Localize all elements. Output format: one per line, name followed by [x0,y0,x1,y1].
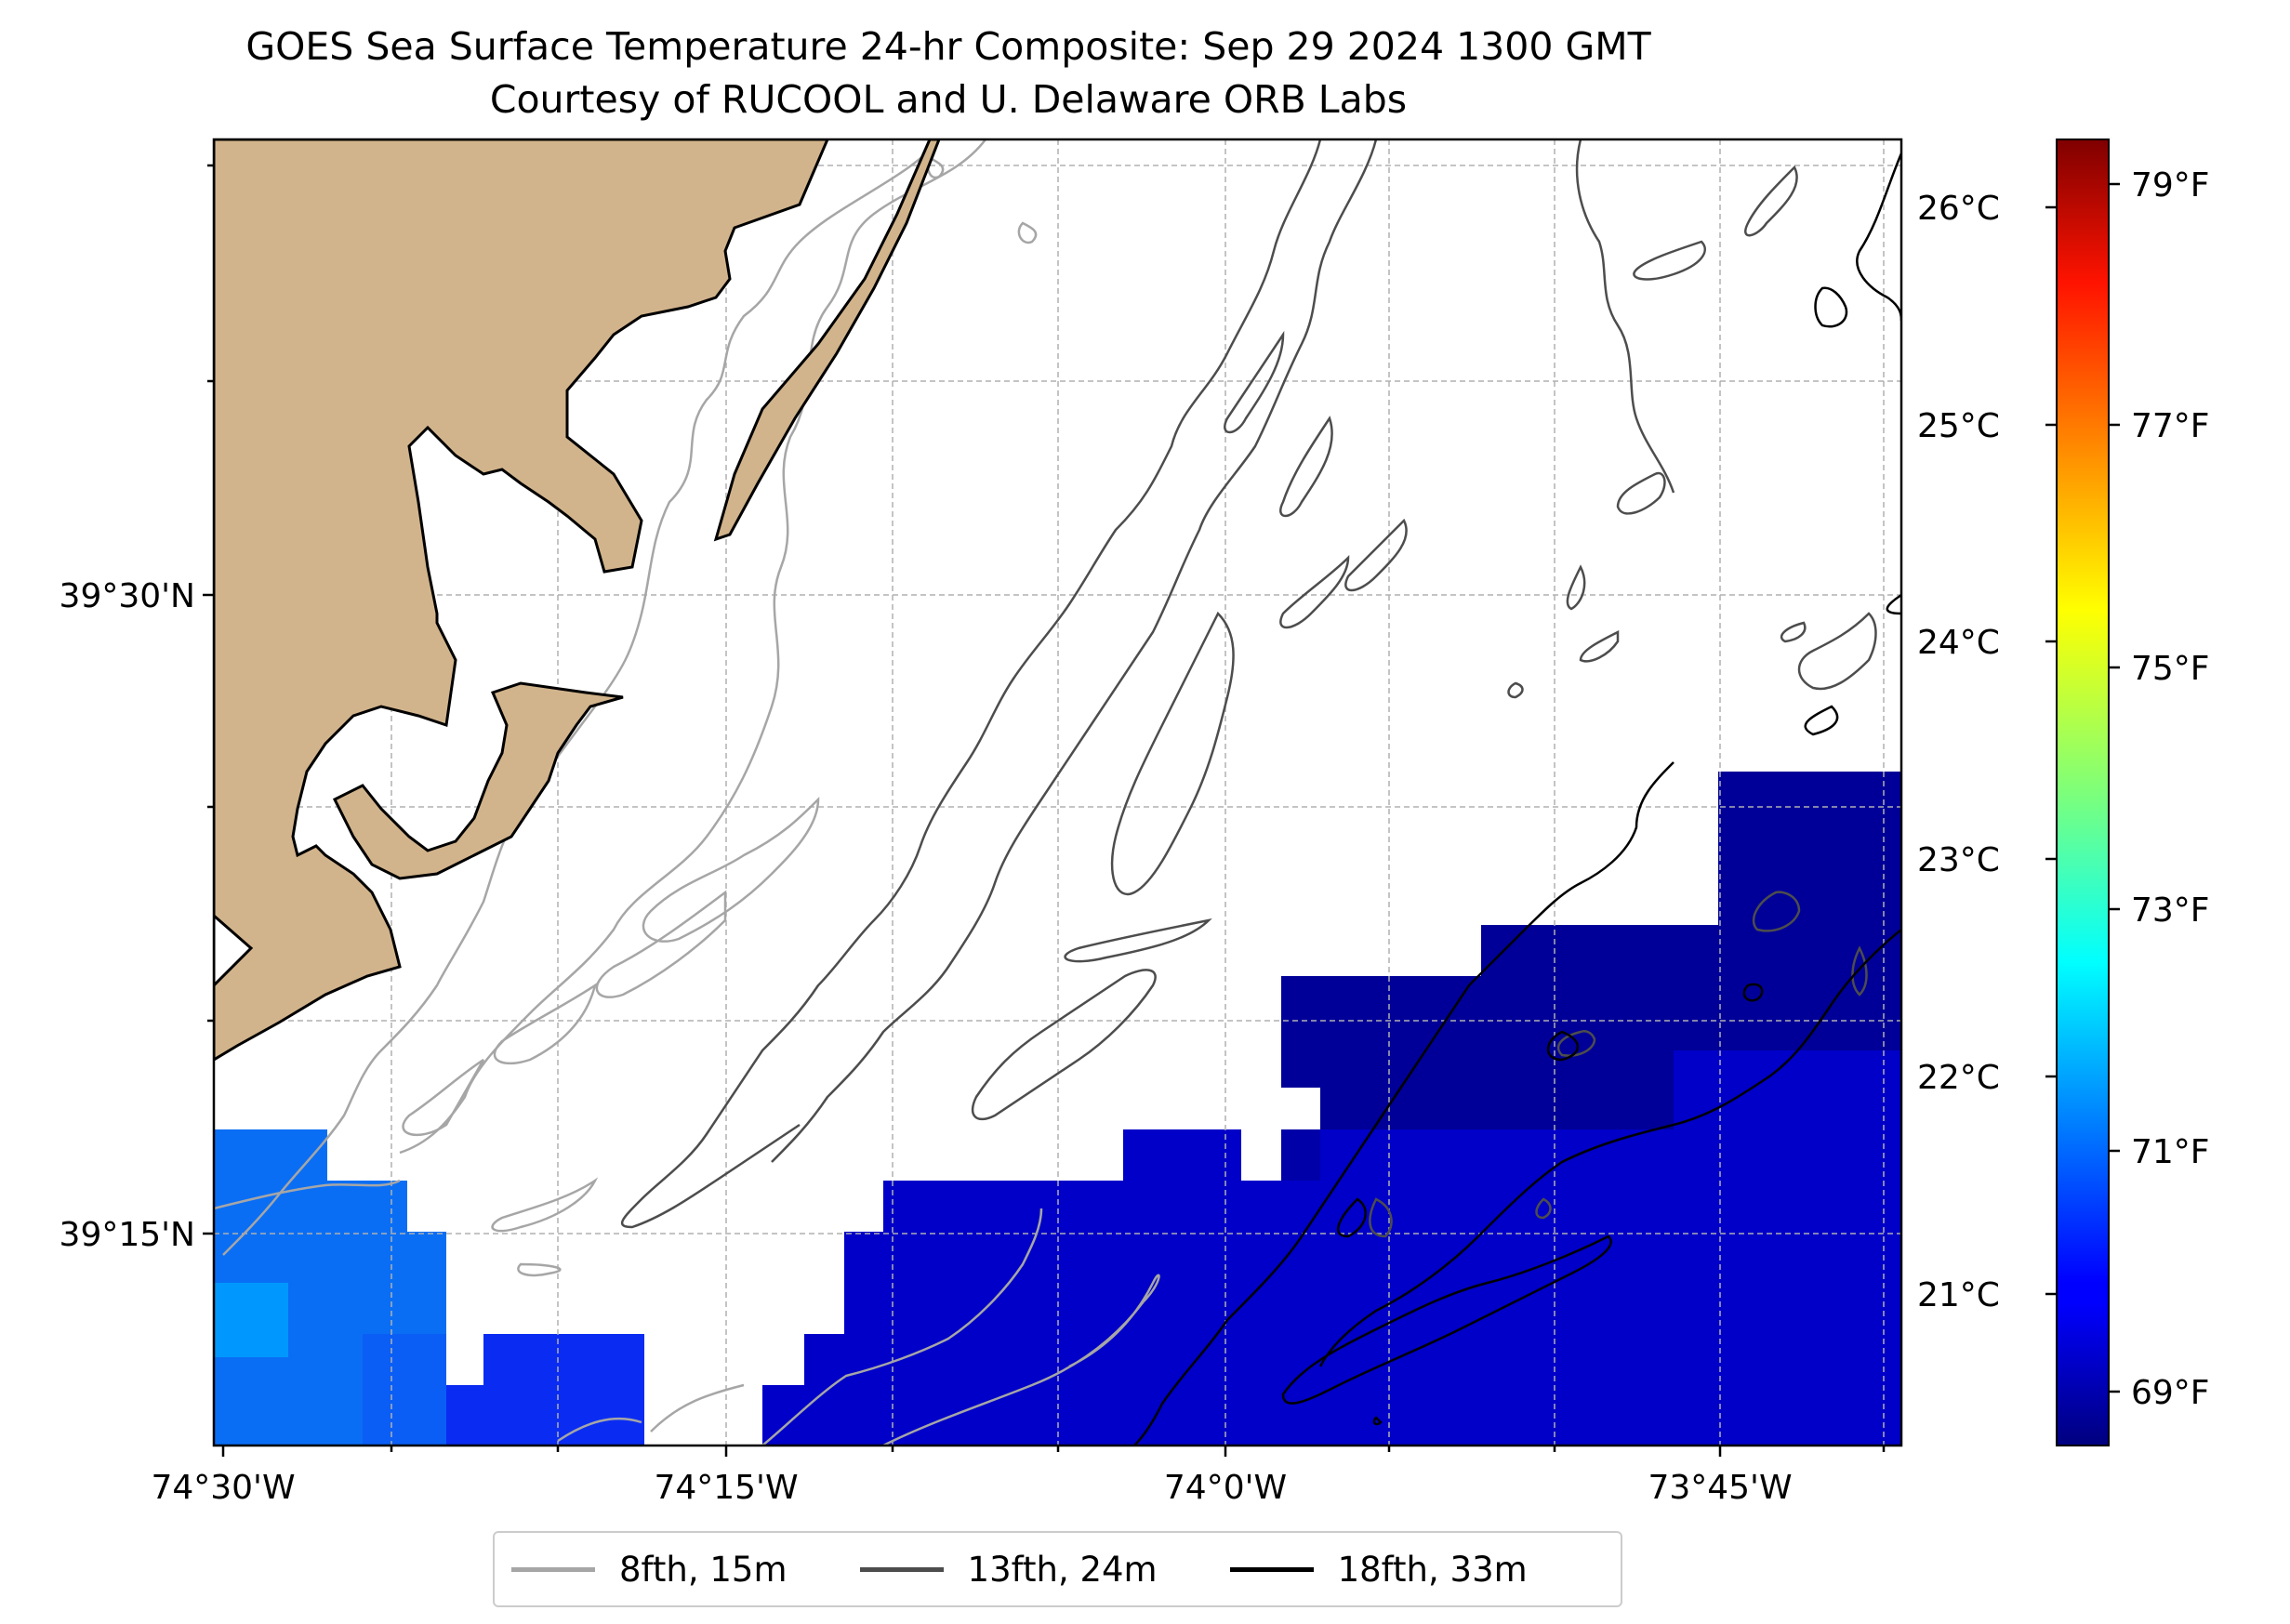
x-tick-label: 74°15'W [654,1469,798,1507]
celsius-tick-label: 24°C [1917,624,2000,662]
colorbar-ticks [2045,182,2120,1393]
legend-label: 13fth, 24m [967,1549,1158,1590]
x-tick-label: 74°30'W [151,1469,295,1507]
contour-18fth [1133,152,1901,1446]
land-mass [214,139,941,1062]
land-mainland [214,139,829,1062]
fahrenheit-tick-label: 79°F [2131,166,2210,205]
celsius-tick-label: 21°C [1917,1276,2000,1314]
legend-label: 18fth, 33m [1337,1549,1528,1590]
fahrenheit-tick-label: 73°F [2131,891,2210,930]
sst-cell-warm [214,1283,288,1357]
y-tick-label: 39°15'N [60,1216,195,1254]
sst-cell [363,1334,446,1446]
sst-raster [214,772,1901,1446]
fahrenheit-tick-label: 77°F [2131,407,2210,445]
legend-item-18fth: 18fth, 33m [1229,1549,1528,1590]
fahrenheit-tick-label: 71°F [2131,1133,2210,1171]
x-tick-label: 74°0'W [1164,1469,1287,1507]
map-ticks [203,164,1886,1457]
legend: 8fth, 15m 13fth, 24m 18fth, 33m [493,1531,1622,1607]
colorbar [2056,139,2110,1446]
contour-13fth [620,139,1877,1238]
fahrenheit-tick-label: 75°F [2131,650,2210,688]
land-notch [214,914,254,988]
y-tick-label: 39°30'N [60,577,195,615]
chart-subtitle: Courtesy of RUCOOL and U. Delaware ORB L… [489,77,1408,122]
legend-item-13fth: 13fth, 24m [859,1549,1158,1590]
fahrenheit-tick-label: 69°F [2131,1374,2210,1412]
x-tick-label: 73°45'W [1648,1469,1792,1507]
sst-cells-mid [446,1334,644,1446]
land-peninsula [332,681,624,880]
legend-swatch [511,1566,595,1572]
chart-title: GOES Sea Surface Temperature 24-hr Compo… [245,24,1651,69]
legend-swatch [859,1566,944,1572]
contour-8fth [214,139,1160,1446]
land-barrier-island [713,139,941,542]
celsius-tick-label: 22°C [1917,1059,2000,1097]
celsius-tick-label: 23°C [1917,841,2000,879]
celsius-tick-label: 26°C [1917,190,2000,228]
legend-item-8fth: 8fth, 15m [511,1550,788,1590]
celsius-tick-label: 25°C [1917,407,2000,445]
legend-swatch [1229,1566,1314,1572]
sst-cells-east-dark [1281,772,1901,1129]
legend-label: 8fth, 15m [619,1549,788,1590]
sst-cell [1281,1129,1320,1181]
map-area [214,139,1901,1446]
